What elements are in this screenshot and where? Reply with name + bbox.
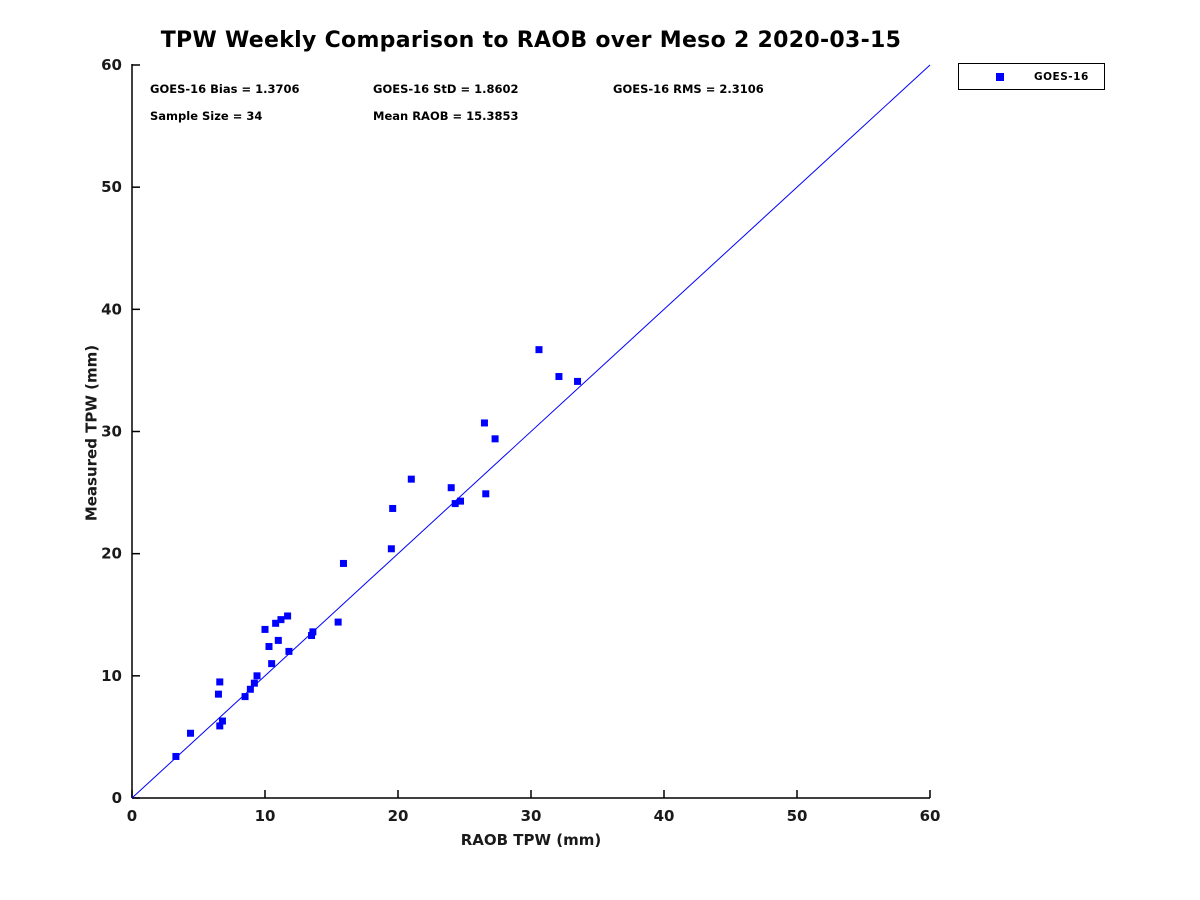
x-axis-label: RAOB TPW (mm)	[460, 831, 602, 849]
data-point-marker	[535, 346, 543, 354]
data-point-marker	[285, 647, 293, 655]
y-tick-label: 60	[101, 56, 122, 74]
data-point-marker	[480, 419, 488, 427]
x-tick-label: 60	[920, 807, 941, 825]
y-tick-label: 10	[101, 667, 122, 685]
y-tick-label: 50	[101, 178, 122, 196]
stat-mean-raob: Mean RAOB = 15.3853	[373, 109, 519, 123]
data-point-marker	[447, 484, 455, 492]
stat-rms: GOES-16 RMS = 2.3106	[613, 82, 764, 96]
data-point-marker	[387, 545, 395, 553]
data-point-marker	[172, 752, 180, 760]
x-tick-label: 40	[654, 807, 675, 825]
legend-marker-icon	[996, 72, 1004, 81]
data-point-marker	[555, 373, 563, 381]
data-point-marker	[308, 632, 316, 640]
data-point-marker	[457, 497, 465, 505]
data-point-marker	[253, 672, 261, 680]
x-tick-label: 10	[255, 807, 276, 825]
x-tick-label: 50	[787, 807, 808, 825]
data-point-marker	[250, 679, 258, 687]
data-point-marker	[407, 475, 415, 483]
stat-sample-size: Sample Size = 34	[150, 109, 263, 123]
data-point-marker	[284, 612, 292, 620]
chart-title: TPW Weekly Comparison to RAOB over Meso …	[160, 28, 902, 53]
data-point-marker	[272, 619, 280, 627]
data-point-marker	[339, 559, 347, 567]
y-tick-label: 20	[101, 545, 122, 563]
x-tick-label: 30	[521, 807, 542, 825]
data-point-marker	[216, 678, 224, 686]
data-point-marker	[309, 628, 317, 636]
data-point-marker	[277, 616, 285, 624]
data-point-marker	[268, 660, 276, 668]
data-point-marker	[261, 625, 269, 633]
stat-bias: GOES-16 Bias = 1.3706	[150, 82, 300, 96]
data-point-marker	[574, 377, 582, 385]
legend-label: GOES-16	[1034, 70, 1089, 83]
legend: GOES-16	[958, 63, 1105, 90]
data-point-marker	[451, 500, 459, 508]
x-tick-label: 20	[388, 807, 409, 825]
y-tick-label: 40	[101, 300, 122, 318]
reference-line	[131, 64, 931, 799]
data-point-marker	[214, 690, 222, 698]
data-point-marker	[482, 490, 490, 498]
data-point-marker	[274, 636, 282, 644]
data-point-marker	[389, 504, 397, 512]
y-tick-label: 0	[112, 789, 122, 807]
data-point-marker	[334, 618, 342, 626]
data-point-marker	[241, 693, 249, 701]
data-point-marker	[246, 685, 254, 693]
data-point-marker	[491, 435, 499, 443]
data-point-marker	[187, 729, 195, 737]
data-point-marker	[218, 717, 226, 725]
data-point-marker	[216, 722, 224, 730]
y-tick-label: 30	[101, 423, 122, 441]
data-point-marker	[265, 643, 273, 651]
x-tick-label: 0	[127, 807, 137, 825]
stat-std: GOES-16 StD = 1.8602	[373, 82, 519, 96]
y-axis-label: Measured TPW (mm)	[82, 344, 101, 522]
